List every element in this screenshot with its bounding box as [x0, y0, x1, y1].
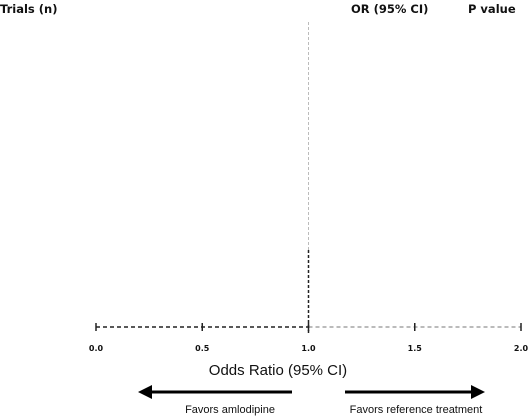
x-tick-label: 2.0 — [514, 344, 529, 353]
right-arrow-head — [471, 385, 485, 399]
header-trials: Trials (n) — [0, 2, 58, 16]
header-or: OR (95% CI) — [351, 2, 429, 16]
favors-left-label: Favors amlodipine — [185, 404, 275, 416]
x-axis-ticks: 0.0 0.5 1.0 1.5 2.0 — [89, 323, 529, 353]
x-axis-label: Odds Ratio (95% CI) — [209, 362, 347, 379]
x-tick-label: 0.5 — [195, 344, 210, 353]
left-arrow-head — [138, 385, 152, 399]
favors-right-label: Favors reference treatment — [350, 404, 483, 416]
x-tick-label: 0.0 — [89, 344, 104, 353]
x-tick-label: 1.5 — [408, 344, 423, 353]
x-tick-label: 1.0 — [301, 344, 316, 353]
direction-arrows — [138, 385, 485, 399]
header-p-value: P value — [468, 2, 516, 16]
